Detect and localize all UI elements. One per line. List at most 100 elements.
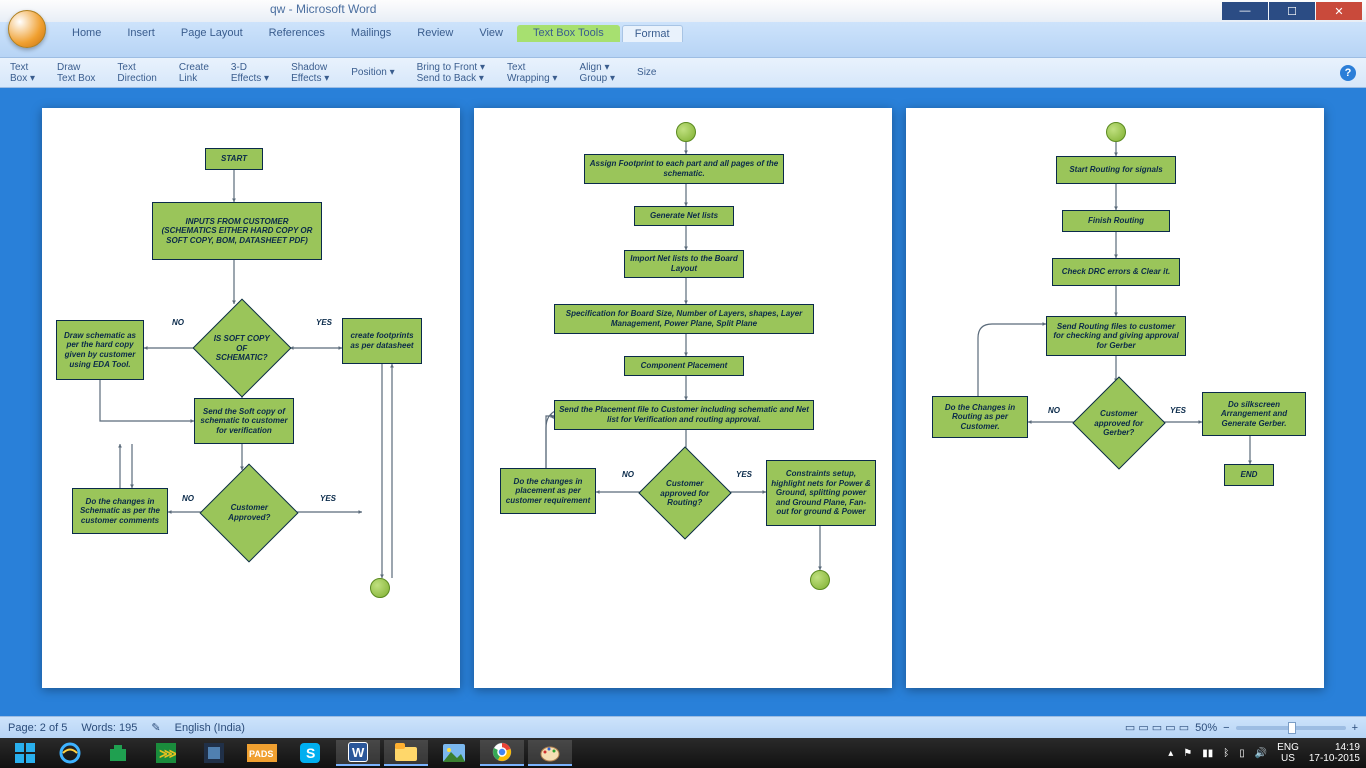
zoom-level[interactable]: 50% [1195, 722, 1217, 734]
ribbon-group[interactable]: Bring to Front ▾Send to Back ▾ [417, 62, 485, 84]
tray-bluetooth-icon[interactable]: ᛒ [1223, 748, 1229, 759]
flow-node[interactable] [370, 578, 390, 598]
tab-format[interactable]: Format [622, 25, 683, 42]
tab-review[interactable]: Review [405, 25, 465, 42]
status-page[interactable]: Page: 2 of 5 [8, 722, 67, 734]
page-2[interactable]: Assign Footprint to each part and all pa… [474, 108, 892, 688]
zoom-out-button[interactable]: − [1223, 722, 1229, 734]
flow-node[interactable]: Component Placement [624, 356, 744, 376]
flow-node[interactable]: Customer approved for Routing? [638, 446, 731, 539]
taskbar: ⋙ PADS S W ▴ ⚑ ▮▮ ᛒ ▯ 🔊 ENGUS 14:1917-10… [0, 738, 1366, 768]
decision-label: NO [182, 494, 194, 503]
taskbar-pads-icon[interactable]: PADS [240, 740, 284, 766]
document-area: START INPUTS FROM CUSTOMER (SCHEMATICS EI… [0, 88, 1366, 716]
window-close-button[interactable]: ✕ [1316, 2, 1362, 20]
page-1[interactable]: START INPUTS FROM CUSTOMER (SCHEMATICS EI… [42, 108, 460, 688]
status-bar: Page: 2 of 5 Words: 195 ✎ English (India… [0, 716, 1366, 738]
tray-clock[interactable]: 14:1917-10-2015 [1309, 742, 1360, 764]
flow-node[interactable] [810, 570, 830, 590]
decision-label: NO [172, 318, 184, 327]
flow-node[interactable]: Finish Routing [1062, 210, 1170, 232]
taskbar-chrome-icon[interactable] [480, 740, 524, 766]
decision-label: YES [1170, 406, 1186, 415]
decision-label: YES [736, 470, 752, 479]
flow-node[interactable]: Send the Placement file to Customer incl… [554, 400, 814, 430]
flow-node[interactable]: Do the changes in Schematic as per the c… [72, 488, 168, 534]
svg-text:S: S [306, 745, 315, 761]
tab-home[interactable]: Home [60, 25, 113, 42]
flow-node[interactable]: END [1224, 464, 1274, 486]
ribbon-group[interactable]: ShadowEffects ▾ [291, 62, 329, 84]
decision-label: NO [622, 470, 634, 479]
taskbar-app-icon[interactable] [192, 740, 236, 766]
flow-node[interactable]: create footprints as per datasheet [342, 318, 422, 364]
contextual-tab-textboxtools: Text Box Tools [517, 25, 620, 42]
window-minimize-button[interactable]: — [1222, 2, 1268, 20]
taskbar-store-icon[interactable] [96, 740, 140, 766]
flow-node[interactable]: Customer approved for Gerber? [1072, 376, 1165, 469]
system-tray[interactable]: ▴ ⚑ ▮▮ ᛒ ▯ 🔊 ENGUS 14:1917-10-2015 [1168, 742, 1360, 764]
status-words[interactable]: Words: 195 [81, 722, 137, 734]
flow-node[interactable]: Check DRC errors & Clear it. [1052, 258, 1180, 286]
tray-volume-icon[interactable]: 🔊 [1255, 748, 1267, 759]
ribbon-group[interactable]: 3-DEffects ▾ [231, 62, 269, 84]
flow-node[interactable]: Do silkscreen Arrangement and Generate G… [1202, 392, 1306, 436]
view-buttons[interactable]: ▭ ▭ ▭ ▭ ▭ [1125, 721, 1189, 734]
decision-label: YES [316, 318, 332, 327]
decision-label: NO [1048, 406, 1060, 415]
window-maximize-button[interactable]: ☐ [1269, 2, 1315, 20]
office-button[interactable] [8, 10, 46, 48]
flow-node[interactable]: Send Routing files to customer for check… [1046, 316, 1186, 356]
flow-node[interactable]: INPUTS FROM CUSTOMER (SCHEMATICS EITHER … [152, 202, 322, 260]
ribbon-group[interactable]: Size [637, 67, 656, 78]
ribbon-group[interactable]: Position ▾ [351, 67, 394, 78]
zoom-in-button[interactable]: + [1352, 722, 1358, 734]
flow-node[interactable]: Assign Footprint to each part and all pa… [584, 154, 784, 184]
page-3[interactable]: Start Routing for signals Finish Routing C… [906, 108, 1324, 688]
ribbon-group[interactable]: CreateLink [179, 62, 209, 84]
flow-node[interactable]: Constraints setup, highlight nets for Po… [766, 460, 876, 526]
tab-insert[interactable]: Insert [115, 25, 167, 42]
flow-node[interactable]: Start Routing for signals [1056, 156, 1176, 184]
taskbar-word-icon[interactable]: W [336, 740, 380, 766]
taskbar-explorer-icon[interactable] [384, 740, 428, 766]
ribbon-group[interactable]: DrawText Box [57, 62, 95, 84]
flow-node[interactable]: Generate Net lists [634, 206, 734, 226]
status-language[interactable]: English (India) [175, 722, 245, 734]
flow-node[interactable]: Import Net lists to the Board Layout [624, 250, 744, 278]
flow-node[interactable]: Specification for Board Size, Number of … [554, 304, 814, 334]
tray-network-icon[interactable]: ▮▮ [1202, 748, 1213, 759]
taskbar-ie-icon[interactable] [48, 740, 92, 766]
ribbon-group[interactable]: TextDirection [117, 62, 156, 84]
tab-view[interactable]: View [467, 25, 515, 42]
ribbon-group[interactable]: TextBox ▾ [10, 62, 35, 84]
document-title: qw - Microsoft Word [270, 2, 376, 16]
svg-text:W: W [352, 745, 365, 760]
flow-node[interactable]: Do the Changes in Routing as per Custome… [932, 396, 1028, 438]
ribbon-group[interactable]: Align ▾Group ▾ [579, 62, 615, 84]
tab-references[interactable]: References [257, 25, 337, 42]
tray-flag-icon[interactable]: ⚑ [1183, 748, 1192, 759]
start-button[interactable] [6, 740, 44, 766]
taskbar-app-icon[interactable]: ⋙ [144, 740, 188, 766]
flow-node[interactable]: Draw schematic as per the hard copy give… [56, 320, 144, 380]
tray-battery-icon[interactable]: ▯ [1239, 748, 1245, 759]
taskbar-paint-icon[interactable] [528, 740, 572, 766]
taskbar-photos-icon[interactable] [432, 740, 476, 766]
tray-chevron-icon[interactable]: ▴ [1168, 748, 1173, 759]
ribbon-group[interactable]: TextWrapping ▾ [507, 62, 557, 84]
flow-node[interactable] [676, 122, 696, 142]
taskbar-skype-icon[interactable]: S [288, 740, 332, 766]
tray-language[interactable]: ENGUS [1277, 742, 1299, 764]
flow-node[interactable]: Send the Soft copy of schematic to custo… [194, 398, 294, 444]
tab-mailings[interactable]: Mailings [339, 25, 403, 42]
flow-node[interactable] [1106, 122, 1126, 142]
proofing-icon[interactable]: ✎ [151, 721, 160, 734]
flow-node[interactable]: START [205, 148, 263, 170]
help-icon[interactable]: ? [1340, 65, 1356, 81]
tab-page-layout[interactable]: Page Layout [169, 25, 255, 42]
flow-node[interactable]: Do the changes in placement as per custo… [500, 468, 596, 514]
flow-node[interactable]: IS SOFT COPY OF SCHEMATIC? [193, 299, 292, 398]
zoom-slider[interactable] [1236, 726, 1346, 730]
flow-node[interactable]: Customer Approved? [200, 464, 299, 563]
